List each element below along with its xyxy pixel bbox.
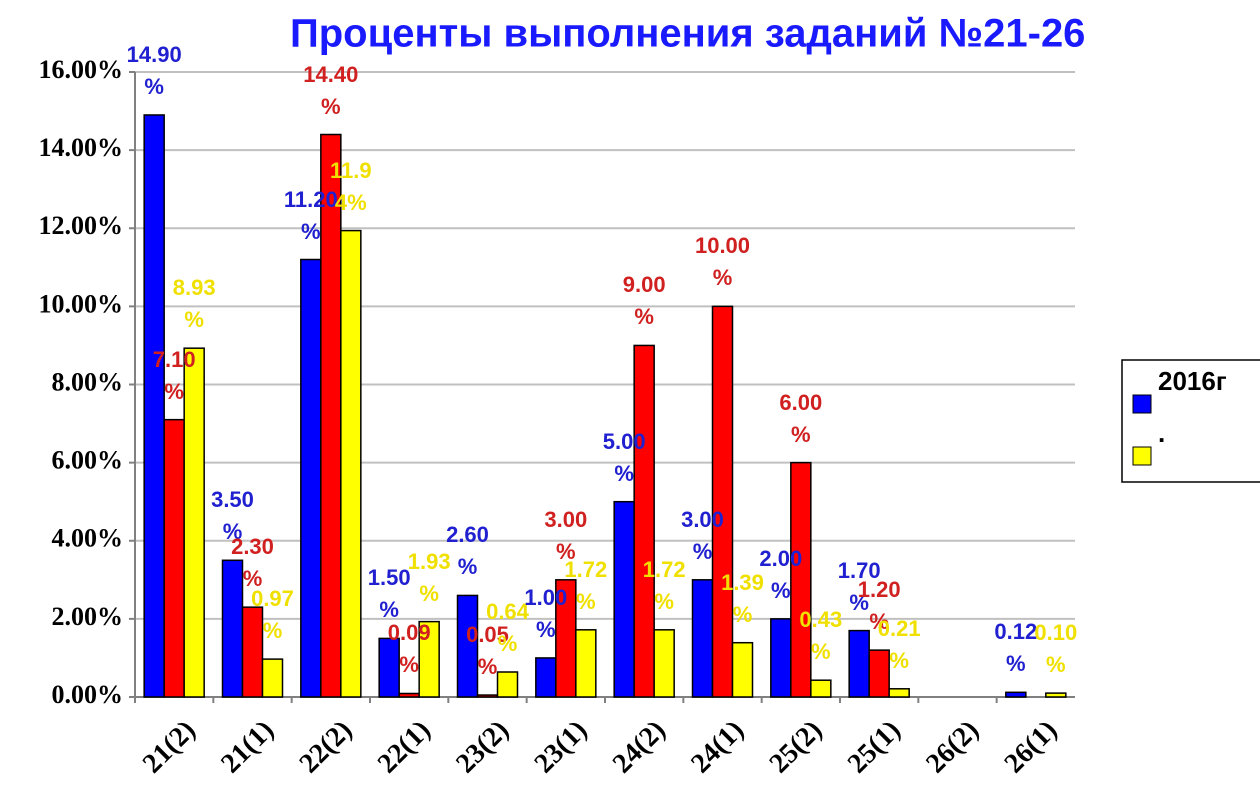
data-label: 5.00 %	[602, 428, 646, 486]
legend-box	[1121, 359, 1260, 483]
data-label: 3.00 %	[544, 506, 588, 564]
data-label: 0.64 %	[486, 599, 529, 656]
data-label: 6.00 %	[779, 389, 823, 447]
data-label: 10.00 %	[694, 233, 751, 291]
bar	[476, 694, 499, 698]
x-tick-label: 23(2)	[450, 715, 515, 780]
bar	[300, 258, 322, 698]
legend-swatch	[1132, 446, 1152, 466]
y-tick-label: 6.00%	[52, 446, 124, 475]
bar	[183, 347, 205, 698]
y-tick-label: 16.00%	[39, 55, 124, 84]
x-tick-label: 24(1)	[685, 715, 750, 780]
x-tick-label: 21(2)	[137, 715, 202, 780]
y-tick-label: 2.00%	[52, 602, 124, 631]
y-tick-label: 0.00%	[52, 680, 124, 709]
bar	[868, 649, 890, 698]
bar	[711, 305, 734, 698]
bar	[888, 688, 910, 698]
x-tick-label: 24(2)	[607, 715, 672, 780]
x-tick-label: 26(1)	[999, 715, 1064, 780]
y-tick-label: 12.00%	[39, 211, 124, 240]
bar	[340, 229, 362, 698]
data-label: 3.00 %	[681, 506, 724, 564]
data-label: 11.9 4%	[330, 157, 372, 215]
data-label: 0.09 %	[387, 620, 431, 678]
data-label: 8.93 %	[172, 275, 216, 333]
data-label: 0.05 %	[466, 622, 509, 680]
x-tick-label: 23(1)	[529, 715, 594, 780]
data-label: 14.40 %	[303, 61, 359, 119]
y-tick-label: 10.00%	[39, 289, 124, 318]
data-label: 2.60 %	[446, 522, 489, 580]
chart-title: Проценты выполнения заданий №21-26	[290, 12, 1085, 56]
bar	[1045, 692, 1067, 698]
bar	[398, 692, 420, 698]
x-tick-label: 22(1)	[372, 715, 437, 780]
x-tick-label: 26(2)	[920, 715, 985, 780]
data-label: 1.70 %	[837, 557, 881, 615]
bar	[810, 679, 832, 698]
bar	[691, 579, 714, 698]
bar	[535, 657, 557, 698]
bar	[418, 620, 440, 698]
y-tick-label: 4.00%	[52, 524, 124, 553]
legend-swatch	[1132, 394, 1152, 414]
bar	[1005, 691, 1027, 698]
bar	[731, 641, 754, 698]
data-label: 1.93 %	[407, 548, 451, 606]
bar	[575, 629, 597, 698]
bar	[496, 671, 519, 698]
data-label: 11.20 %	[283, 186, 338, 244]
data-label: 1.00 %	[524, 584, 568, 642]
legend-label: 2016г	[1158, 366, 1227, 396]
bar	[261, 658, 284, 698]
bar	[241, 606, 264, 698]
y-tick-label: 8.00%	[52, 367, 124, 396]
x-tick-label: 25(2)	[764, 715, 829, 780]
x-tick-label: 22(2)	[294, 715, 359, 780]
data-label: 2.30 %	[231, 534, 274, 592]
data-label: 3.50 %	[211, 487, 254, 545]
bar	[143, 114, 165, 698]
legend-label: .	[1158, 418, 1165, 448]
x-tick-label: 25(1)	[842, 715, 907, 780]
bar	[456, 594, 479, 698]
data-label: 1.50 %	[367, 565, 411, 623]
data-label: 2.00 %	[759, 545, 803, 603]
data-label: 1.20 %	[857, 577, 901, 635]
bar	[653, 629, 675, 698]
data-label: 0.12 %	[994, 619, 1038, 677]
data-label: 1.72 %	[642, 556, 686, 614]
bar	[378, 637, 400, 698]
bar	[163, 418, 185, 698]
data-label: 0.97 %	[251, 586, 294, 644]
bar	[770, 618, 792, 698]
data-label: 7.10 %	[152, 346, 196, 404]
bar	[613, 500, 635, 698]
data-label: 9.00 %	[622, 272, 666, 330]
data-label: 0.43 %	[799, 607, 843, 665]
bar	[790, 461, 812, 698]
y-tick-label: 14.00%	[39, 133, 124, 162]
data-label: 1.72 %	[564, 556, 608, 614]
data-label: 0.10 %	[1034, 620, 1078, 678]
data-label: 14.90 %	[126, 41, 182, 99]
bar	[633, 344, 655, 698]
data-label: 1.39 %	[721, 569, 764, 627]
x-tick-label: 21(1)	[215, 715, 280, 780]
bar	[848, 629, 870, 698]
data-label: 0.21 %	[877, 615, 921, 673]
